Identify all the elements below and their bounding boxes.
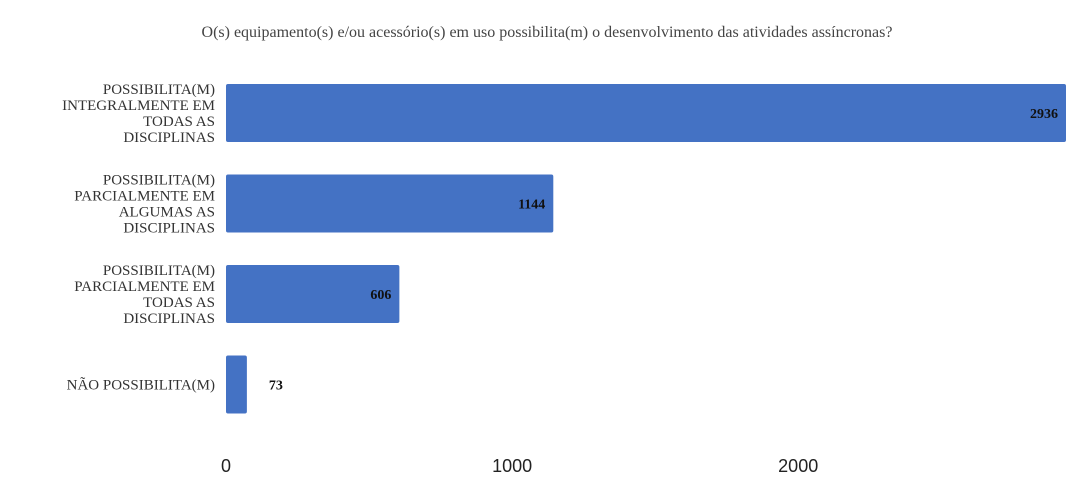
chart-title: O(s) equipamento(s) e/ou acessório(s) em… [202, 24, 893, 41]
category-label-line: DISCIPLINAS [123, 221, 215, 237]
x-tick-label: 2000 [778, 456, 818, 476]
category-label: POSSIBILITA(M) PARCIALMENTE EM ALGUMAS AS D… [74, 173, 215, 237]
category-label-line: POSSIBILITA(M) [103, 173, 215, 189]
data-label: 1144 [518, 198, 545, 213]
category-label: NÃO POSSIBILITA(M) [67, 378, 215, 394]
category-label-line: TODAS AS [143, 114, 215, 130]
data-labels-group: 2936 1144 606 73 [269, 107, 1058, 394]
data-label: 2936 [1030, 107, 1058, 122]
bars-group [226, 84, 1066, 414]
bar [226, 175, 553, 233]
x-axis-ticks-group: 0 1000 2000 [221, 456, 818, 476]
category-label-line: TODAS AS [143, 295, 215, 311]
category-label-line: INTEGRALMENTE EM [62, 98, 215, 114]
bar [226, 356, 247, 414]
data-label: 73 [269, 379, 283, 394]
category-label-line: PARCIALMENTE EM [74, 189, 215, 205]
category-labels-group: POSSIBILITA(M) INTEGRALMENTE EM TODAS AS DI… [62, 82, 215, 394]
category-label-line: NÃO POSSIBILITA(M) [67, 378, 215, 394]
bar [226, 84, 1066, 142]
category-label: POSSIBILITA(M) PARCIALMENTE EM TODAS AS DIS… [74, 263, 215, 327]
x-tick-label: 0 [221, 456, 231, 476]
data-label: 606 [370, 288, 391, 303]
category-label-line: POSSIBILITA(M) [103, 82, 215, 98]
category-label-line: DISCIPLINAS [123, 130, 215, 146]
category-label-line: DISCIPLINAS [123, 311, 215, 327]
category-label-line: ALGUMAS AS [119, 205, 215, 221]
category-label-line: PARCIALMENTE EM [74, 279, 215, 295]
x-tick-label: 1000 [492, 456, 532, 476]
category-label: POSSIBILITA(M) INTEGRALMENTE EM TODAS AS DI… [62, 82, 215, 146]
category-label-line: POSSIBILITA(M) [103, 263, 215, 279]
